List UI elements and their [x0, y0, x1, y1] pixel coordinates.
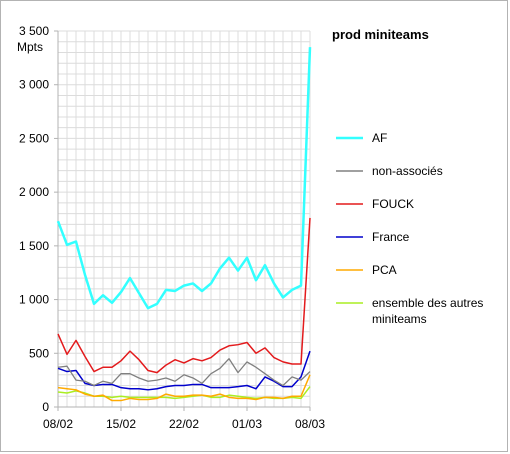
series-layer — [56, 47, 312, 402]
legend-label: AF — [372, 131, 387, 145]
x-tick-label: 22/02 — [169, 417, 199, 431]
y-tick-label: 2 500 — [19, 131, 49, 145]
x-tick-label: 08/02 — [43, 417, 73, 431]
y-tick-label: 3 000 — [19, 78, 49, 92]
x-tick-label: 08/03 — [295, 417, 325, 431]
series-line-pca — [57, 374, 311, 402]
y-axis-label: Mpts — [17, 40, 43, 54]
chart-title: prod miniteams — [332, 27, 429, 42]
y-tick-label: 500 — [29, 346, 49, 360]
legend: AF non-associés FOUCK France PCA ensemble des… — [336, 131, 483, 326]
x-tick-label: 15/02 — [106, 417, 136, 431]
axes — [54, 30, 311, 411]
grid — [57, 30, 311, 408]
y-tick-label: 2 000 — [19, 185, 49, 199]
y-tick-label: 3 500 — [19, 24, 49, 38]
y-tick-labels: 0 500 1 000 1 500 2 000 2 500 3 000 3 500 — [19, 24, 49, 414]
legend-label: PCA — [372, 263, 397, 277]
series-line-france — [57, 350, 311, 391]
x-tick-labels: 08/02 15/02 22/02 01/03 08/03 — [43, 417, 325, 431]
legend-label: miniteams — [372, 312, 427, 326]
x-tick-label: 01/03 — [232, 417, 262, 431]
series-line-non-associes — [57, 358, 311, 387]
series-line-af — [56, 47, 312, 310]
legend-label: ensemble des autres — [372, 296, 483, 310]
series-line-fouck — [57, 217, 311, 374]
legend-label: France — [372, 230, 410, 244]
y-tick-label: 1 000 — [19, 293, 49, 307]
y-tick-label: 1 500 — [19, 239, 49, 253]
legend-label: FOUCK — [372, 197, 414, 211]
y-tick-label: 0 — [42, 400, 49, 414]
legend-label: non-associés — [372, 164, 443, 178]
